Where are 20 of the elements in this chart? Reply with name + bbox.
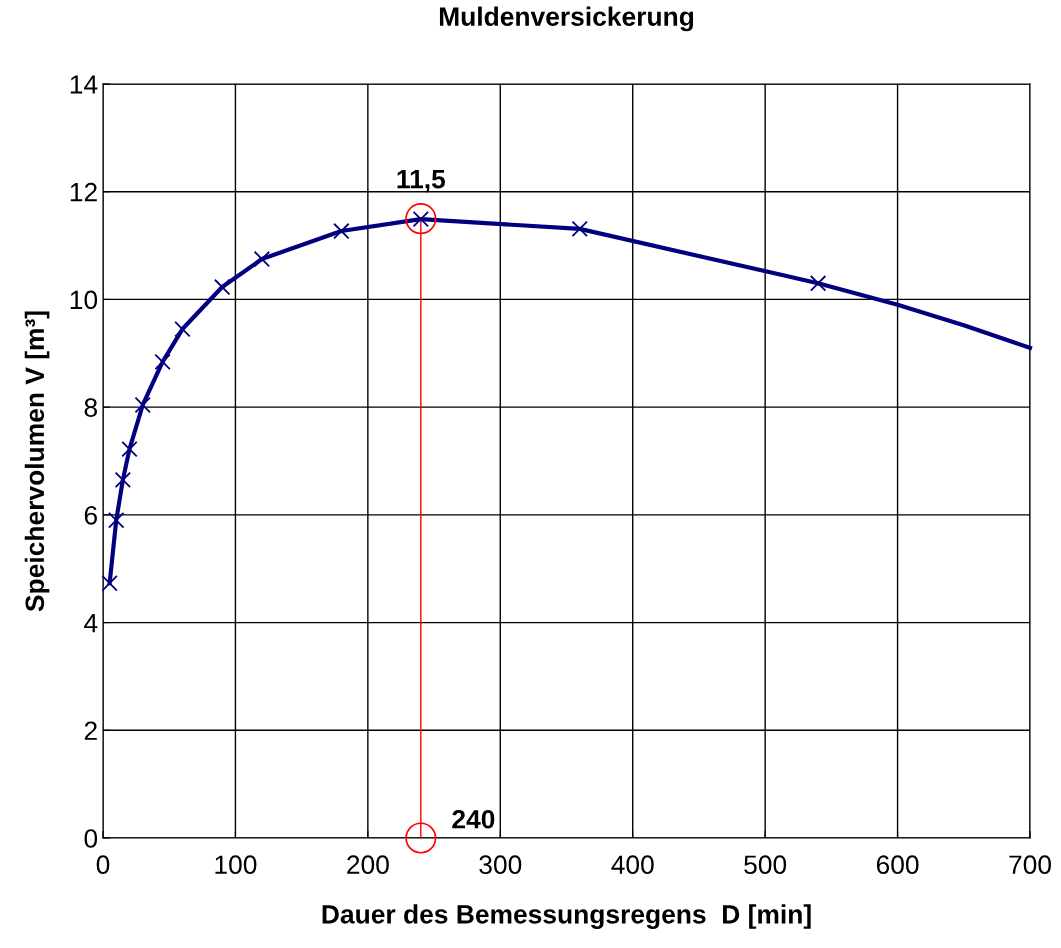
- y-tick-label: 6: [84, 505, 97, 525]
- x-tick-label: 600: [876, 855, 919, 875]
- x-tick-label: 100: [215, 855, 257, 875]
- y-tick-label: 2: [84, 721, 97, 740]
- y-tick-label: 12: [70, 182, 97, 202]
- x-tick-label: 400: [611, 855, 654, 875]
- y-axis-title: Speichervolumen V [m³]: [24, 311, 50, 612]
- y-tick-label: 0: [84, 829, 98, 848]
- x-tick-label: 300: [479, 855, 522, 875]
- x-tick-label: 700: [1009, 855, 1051, 875]
- annotation: 240: [452, 809, 495, 829]
- x-tick-label: 200: [347, 855, 389, 875]
- x-axis-title: Dauer des Bemessungsregens D [min]: [322, 904, 811, 929]
- annotation: 11,5: [397, 170, 446, 193]
- y-tick-label: 14: [70, 75, 98, 94]
- chart-title: Muldenversickerung: [439, 6, 694, 32]
- y-tick-label: 10: [70, 290, 98, 310]
- y-tick-label: 8: [84, 398, 97, 417]
- y-tick-label: 4: [84, 613, 98, 633]
- x-tick-label: 500: [744, 855, 787, 875]
